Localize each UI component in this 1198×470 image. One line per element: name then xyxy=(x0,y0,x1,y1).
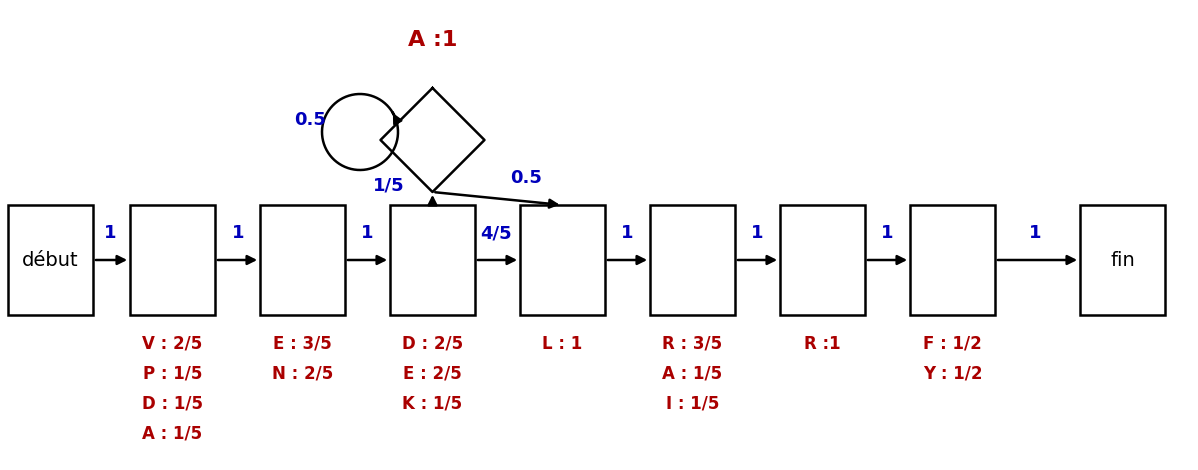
Text: R :1: R :1 xyxy=(804,335,841,353)
Text: 1: 1 xyxy=(751,224,763,242)
Bar xyxy=(780,205,865,315)
Bar xyxy=(910,205,996,315)
Text: 1: 1 xyxy=(104,224,116,242)
Text: 1: 1 xyxy=(361,224,374,242)
Text: V : 2/5: V : 2/5 xyxy=(143,335,202,353)
Bar xyxy=(520,205,605,315)
Text: 1: 1 xyxy=(1029,224,1041,242)
Bar xyxy=(131,205,214,315)
Text: D : 1/5: D : 1/5 xyxy=(143,395,202,413)
Text: début: début xyxy=(23,251,79,269)
Text: N : 2/5: N : 2/5 xyxy=(272,365,333,383)
Text: D : 2/5: D : 2/5 xyxy=(403,335,464,353)
Text: 1: 1 xyxy=(231,224,244,242)
Text: F : 1/2: F : 1/2 xyxy=(924,335,982,353)
Text: E : 3/5: E : 3/5 xyxy=(273,335,332,353)
Text: A : 1/5: A : 1/5 xyxy=(662,365,722,383)
Text: I : 1/5: I : 1/5 xyxy=(666,395,719,413)
Bar xyxy=(651,205,736,315)
Text: A :1: A :1 xyxy=(407,30,458,50)
Text: fin: fin xyxy=(1111,251,1135,269)
Bar xyxy=(8,205,93,315)
Text: 4/5: 4/5 xyxy=(480,224,512,242)
Text: P : 1/5: P : 1/5 xyxy=(143,365,202,383)
Bar xyxy=(260,205,345,315)
Text: 1: 1 xyxy=(881,224,894,242)
Text: L : 1: L : 1 xyxy=(543,335,582,353)
Text: Y : 1/2: Y : 1/2 xyxy=(922,365,982,383)
Text: 1: 1 xyxy=(621,224,634,242)
Text: 1/5: 1/5 xyxy=(374,176,405,194)
Text: R : 3/5: R : 3/5 xyxy=(662,335,722,353)
Bar xyxy=(391,205,474,315)
Text: E : 2/5: E : 2/5 xyxy=(403,365,462,383)
Text: 0.5: 0.5 xyxy=(294,111,326,129)
Text: 0.5: 0.5 xyxy=(510,169,541,187)
Text: A : 1/5: A : 1/5 xyxy=(143,425,202,443)
Text: K : 1/5: K : 1/5 xyxy=(403,395,462,413)
Bar xyxy=(1081,205,1164,315)
